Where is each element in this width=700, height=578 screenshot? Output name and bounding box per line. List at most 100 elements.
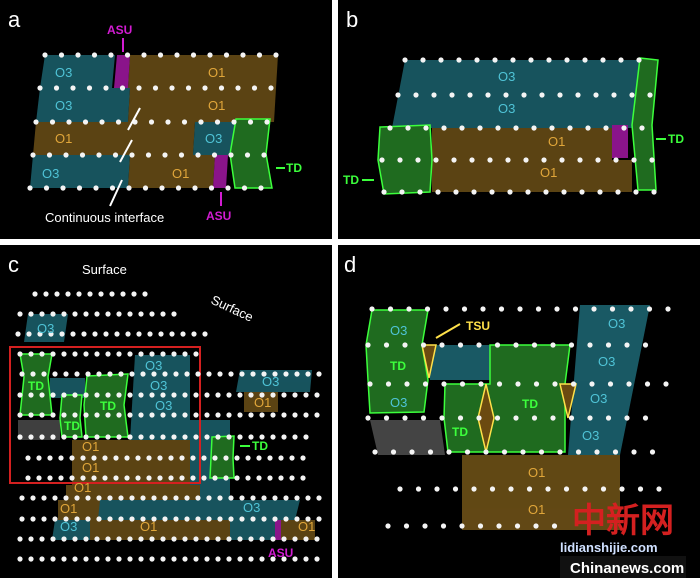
atom-dot <box>120 291 126 297</box>
atom-dot <box>204 412 210 418</box>
atom-dot <box>52 495 58 501</box>
region-label: O1 <box>298 519 315 534</box>
atom-dot <box>316 495 322 501</box>
atom-dot <box>190 455 196 461</box>
atom-dot <box>294 371 300 377</box>
atom-dot <box>157 52 164 58</box>
atom-dot <box>270 556 276 562</box>
atom-dot <box>103 331 109 337</box>
atom-dot <box>443 306 449 312</box>
atom-dot <box>193 536 199 542</box>
atom-dot <box>417 189 423 195</box>
atom-dot <box>201 475 207 481</box>
atom-dot <box>383 342 390 348</box>
atom-dot <box>162 495 168 501</box>
atom-dot <box>160 556 166 562</box>
atom-dot <box>127 311 133 317</box>
atom-dot <box>116 412 122 418</box>
atom-dot <box>459 381 466 387</box>
atom-dot <box>28 412 34 418</box>
atom-dot <box>17 311 23 317</box>
td-region <box>365 309 429 414</box>
atom-dot <box>159 185 165 191</box>
atom-dot <box>85 371 91 377</box>
atom-dot <box>124 475 130 481</box>
atom-dot <box>546 57 552 63</box>
atom-dot <box>152 85 159 91</box>
atom-dot <box>456 57 462 63</box>
atom-dot <box>226 536 232 542</box>
atom-dot <box>587 415 593 421</box>
atom-dot <box>107 495 113 501</box>
atom-dot <box>513 342 519 348</box>
atom-dot <box>46 152 53 158</box>
atom-dot <box>568 415 575 421</box>
atom-dot <box>72 351 78 357</box>
atom-dot <box>168 475 174 481</box>
atom-dot <box>248 412 254 418</box>
atom-dot <box>61 392 67 398</box>
atom-dot <box>517 306 523 312</box>
highlight-frame <box>9 346 201 484</box>
atom-dot <box>215 412 221 418</box>
atom-dot <box>65 291 71 297</box>
atom-dot <box>30 371 36 377</box>
atom-dot <box>82 119 89 125</box>
region-label: O3 <box>37 321 54 336</box>
atom-dot <box>72 536 78 542</box>
atom-dot <box>261 371 267 377</box>
region-label: O3 <box>205 131 222 146</box>
atom-dot <box>270 536 276 542</box>
atom-dot <box>39 412 45 418</box>
atom-dot <box>247 119 254 125</box>
panel-letter: d <box>344 252 356 277</box>
region-label: O3 <box>608 316 625 331</box>
atom-dot <box>138 392 144 398</box>
caption: Continuous interface <box>45 210 164 225</box>
atom-dot <box>39 392 45 398</box>
atom-dot <box>665 306 671 312</box>
atom-dot <box>259 412 265 418</box>
atom-dot <box>607 381 614 387</box>
atom-dot <box>241 185 248 191</box>
atom-dot <box>212 455 218 461</box>
atom-dot <box>83 351 89 357</box>
atom-dot <box>61 412 67 418</box>
atom-dot <box>305 371 311 377</box>
region-label: O3 <box>498 69 515 84</box>
atom-dot <box>207 52 213 58</box>
atom-dot <box>105 434 111 440</box>
atom-dot <box>217 371 223 377</box>
atom-dot <box>261 152 267 158</box>
atom-dot <box>136 331 142 337</box>
atom-dot <box>173 371 179 377</box>
region-label: O1 <box>528 465 545 480</box>
atom-dot <box>283 371 289 377</box>
atom-dot <box>171 434 177 440</box>
asu-region <box>114 55 130 88</box>
atom-dot <box>300 475 306 481</box>
atom-dot <box>314 412 320 418</box>
atom-dot <box>477 523 484 529</box>
atom-dot <box>239 371 245 377</box>
atom-dot <box>259 392 265 398</box>
atom-dot <box>96 371 102 377</box>
atom-dot <box>250 495 256 501</box>
atom-dot <box>531 415 538 421</box>
arrow <box>435 323 461 339</box>
atom-dot <box>507 189 513 195</box>
atom-dot <box>237 434 243 440</box>
atom-dot <box>50 351 56 357</box>
atom-dot <box>146 455 152 461</box>
atom-dot <box>30 152 36 158</box>
atom-dot <box>162 371 168 377</box>
atom-dot <box>19 516 25 522</box>
atom-dot <box>204 556 210 562</box>
atom-dot <box>149 412 155 418</box>
atom-dot <box>63 371 69 377</box>
atom-dot <box>17 556 23 562</box>
atom-dot <box>193 434 199 440</box>
atom-dot <box>501 449 508 455</box>
atom-dot <box>278 475 284 481</box>
atom-dot <box>591 306 597 312</box>
